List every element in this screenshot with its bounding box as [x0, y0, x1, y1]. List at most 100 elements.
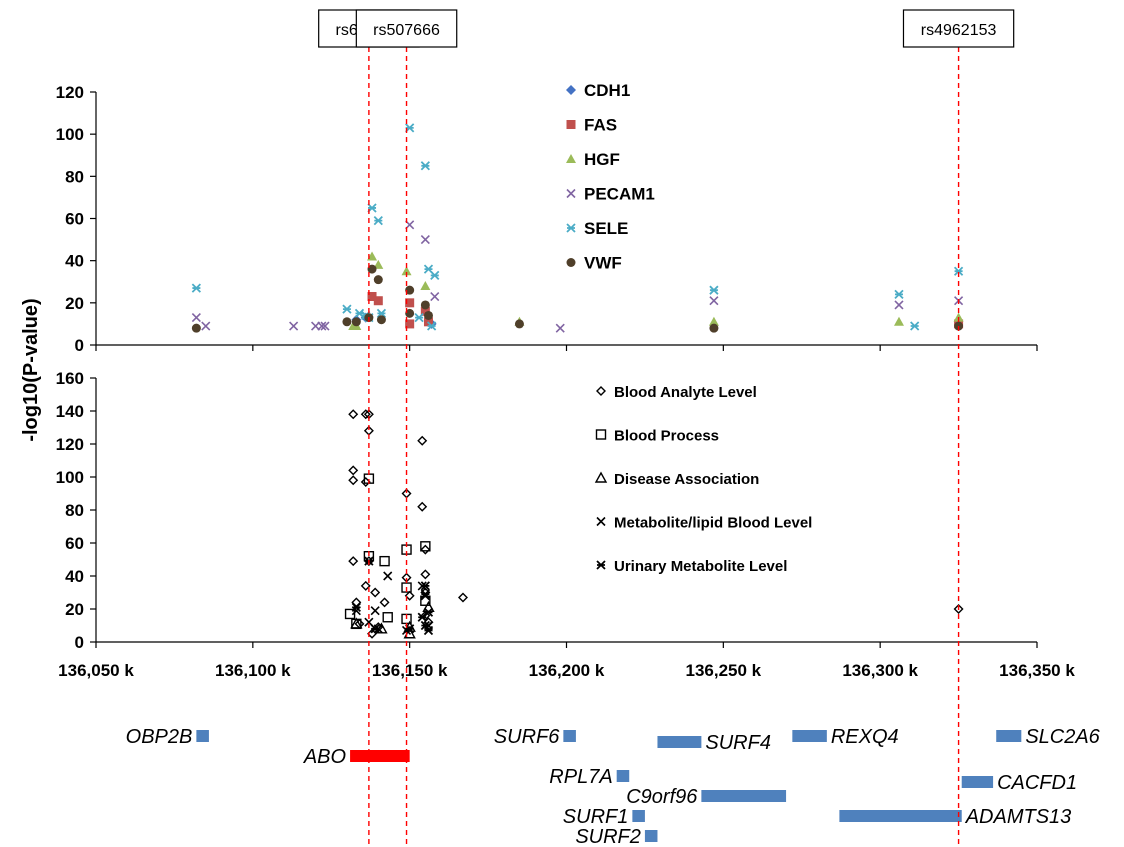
gene-bar-surf4: [657, 736, 702, 748]
legend-marker: [596, 560, 606, 570]
data-point: [430, 270, 440, 281]
data-point: [420, 306, 430, 316]
data-point: [709, 296, 719, 306]
data-point: [953, 604, 964, 614]
data-point: [708, 316, 719, 326]
data-point: [317, 321, 327, 331]
gene-label-obp2b: OBP2B: [126, 726, 193, 748]
data-point: [417, 435, 428, 446]
data-point: [953, 266, 964, 276]
x-tick-label: 136,300 k: [842, 661, 918, 680]
series-pecam1: [191, 220, 964, 333]
top-y-tick-label: 0: [75, 336, 84, 355]
gene-bar-slc2a6: [996, 730, 1022, 742]
data-point: [430, 291, 440, 302]
bottom-y-tick-label: 160: [56, 369, 84, 388]
top-y-tick-label: 80: [65, 167, 84, 186]
bottom-y-tick-label: 120: [56, 435, 84, 454]
data-point: [382, 612, 393, 623]
data-point: [405, 308, 415, 318]
bottom-y-tick-label: 100: [56, 468, 84, 487]
data-point: [191, 283, 202, 293]
data-point: [351, 602, 361, 612]
snp-markers: rs687289rs507666rs4962153: [318, 9, 1015, 847]
data-point: [514, 319, 524, 329]
top-y-tick-label: 60: [65, 210, 84, 229]
data-point: [367, 292, 377, 302]
bottom-panel: 0 20 40 60 80 100 120 140 160 136,050 k 136,100 k 1…: [56, 369, 1076, 680]
data-point: [894, 289, 904, 300]
legend-marker: [566, 258, 576, 267]
series-fas: [367, 292, 964, 329]
data-point: [401, 582, 412, 593]
gene-label-c9orf96: C9orf96: [626, 786, 698, 808]
data-point: [348, 465, 359, 476]
series-sele: [191, 123, 964, 331]
data-point: [376, 315, 386, 325]
legend-label-fas: FAS: [584, 116, 617, 135]
x-tick-label: 136,200 k: [529, 661, 605, 680]
data-point: [376, 308, 387, 319]
legend-label-urinary-metabolite-level: Urinary Metabolite Level: [614, 558, 787, 575]
legend-marker: [566, 120, 576, 129]
data-point: [373, 296, 383, 306]
data-point: [348, 556, 359, 567]
data-point: [414, 312, 424, 323]
data-point: [289, 321, 299, 331]
legend-marker: [566, 85, 576, 95]
snp-label-rs4962153: rs4962153: [921, 22, 997, 39]
gene-bar-adamts13: [839, 810, 962, 822]
data-point: [320, 321, 330, 331]
gene-bar-cacfd1: [961, 776, 994, 788]
data-point: [423, 625, 434, 636]
gene-label-adamts13: ADAMTS13: [965, 806, 1072, 828]
legend-marker: [566, 223, 576, 233]
data-point: [420, 620, 430, 631]
data-point: [348, 475, 359, 486]
gene-label-surf6: SURF6: [494, 726, 560, 748]
data-point: [893, 316, 904, 326]
data-point: [404, 590, 415, 601]
data-point: [401, 266, 412, 276]
data-point: [420, 569, 431, 580]
legend-label-cdh1: CDH1: [584, 81, 630, 100]
data-point: [458, 592, 468, 603]
legend-label-vwf: VWF: [584, 254, 622, 273]
x-tick-label: 136,350 k: [999, 661, 1075, 680]
top-y-tick-label: 40: [65, 252, 84, 271]
data-point: [373, 215, 383, 226]
snp-box-rs507666: [355, 9, 458, 48]
data-point: [420, 544, 431, 555]
legend-label-disease-association: Disease Association: [614, 471, 759, 488]
legend-marker: [594, 471, 608, 483]
data-point: [420, 591, 430, 601]
legend-marker: [595, 429, 607, 440]
bottom-y-tick-label: 20: [65, 600, 84, 619]
series-hgf: [348, 251, 964, 331]
gene-bar-surf6: [563, 730, 576, 742]
gene-label-surf2: SURF2: [575, 826, 641, 847]
data-point: [417, 612, 427, 622]
data-point: [342, 304, 352, 314]
series-vwf: [191, 264, 964, 333]
data-point: [420, 235, 430, 245]
data-point: [555, 323, 565, 333]
legend-label-blood-process: Blood Process: [614, 428, 719, 445]
data-point: [379, 555, 390, 567]
x-tick-label: 136,150 k: [372, 661, 448, 680]
bottom-y-tick-label: 0: [75, 633, 84, 652]
gene-bar-abo: [350, 750, 410, 762]
data-point: [348, 409, 359, 420]
gene-bar-surf2: [644, 830, 658, 842]
data-point: [344, 608, 356, 620]
data-point: [370, 587, 381, 598]
legend-marker: [566, 154, 576, 163]
data-point: [894, 300, 904, 310]
bottom-y-tick-label: 40: [65, 567, 84, 586]
top-y-tick-label: 120: [56, 83, 84, 102]
data-point: [420, 541, 431, 552]
data-point: [350, 617, 363, 629]
data-point: [420, 581, 430, 591]
snp-box-rs4962153: [902, 9, 1015, 48]
